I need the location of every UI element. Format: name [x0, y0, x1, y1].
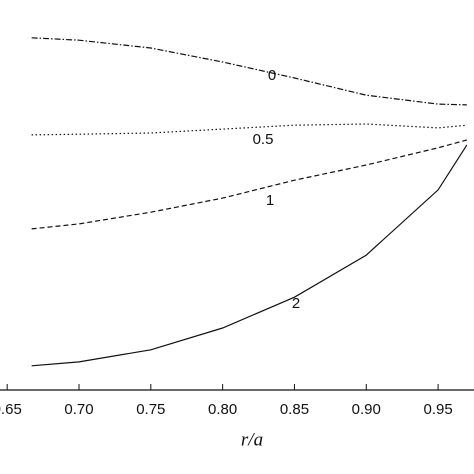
series-line — [31, 37, 467, 106]
x-tick-label: 0.70 — [64, 401, 93, 418]
series-label: 0.5 — [253, 131, 274, 148]
series-label: 2 — [292, 295, 300, 312]
x-tick-label: 0.90 — [352, 401, 381, 418]
series-line — [31, 144, 468, 367]
series-label: 1 — [266, 192, 274, 209]
series-line — [31, 139, 467, 230]
x-tick-label: 0.80 — [208, 401, 237, 418]
x-tick-label: 0.65 — [0, 401, 22, 418]
x-axis-title: r/a — [241, 429, 263, 450]
x-tick-label: 0.95 — [423, 401, 452, 418]
series-line — [31, 123, 467, 136]
x-tick-label: 0.85 — [280, 401, 309, 418]
series-label: 0 — [268, 67, 276, 84]
x-tick-label: 0.75 — [136, 401, 165, 418]
